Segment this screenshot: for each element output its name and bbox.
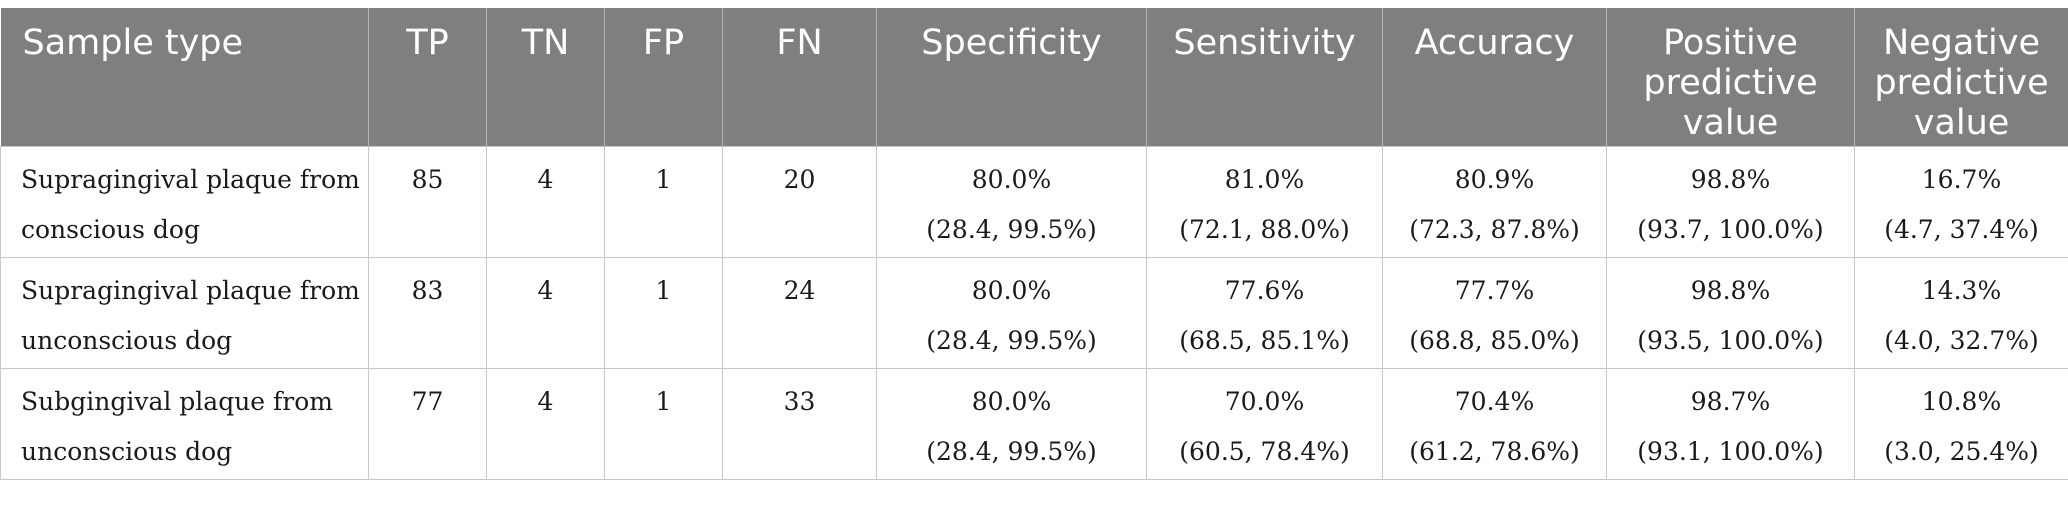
cell-npv: 10.8% (3.0, 25.4%) xyxy=(1854,368,2068,480)
header-fp: FP xyxy=(604,8,723,147)
cell-sample-type: Supragingival plaque from unconscious do… xyxy=(0,257,369,369)
cell-accuracy: 77.7% (68.8, 85.0%) xyxy=(1382,257,1607,369)
cell-value: 16.7% xyxy=(1921,165,2002,194)
table-header: Sample type TP TN FP FN Specificity Sens… xyxy=(0,8,2068,147)
cell-ci: (3.0, 25.4%) xyxy=(1884,437,2039,466)
cell-fn: 33 xyxy=(722,368,877,480)
cell-accuracy: 80.9% (72.3, 87.8%) xyxy=(1382,146,1607,258)
cell-tp: 85 xyxy=(368,146,487,258)
cell-value: 80.0% xyxy=(971,165,1052,194)
cell-ci: (93.5, 100.0%) xyxy=(1637,326,1824,355)
cell-value: 80.0% xyxy=(971,276,1052,305)
cell-tp: 77 xyxy=(368,368,487,480)
cell-specificity: 80.0% (28.4, 99.5%) xyxy=(876,257,1147,369)
cell-value: 80.9% xyxy=(1454,165,1535,194)
cell-value: 80.0% xyxy=(971,387,1052,416)
cell-ci: (28.4, 99.5%) xyxy=(926,437,1097,466)
cell-text: Supragingival plaque from xyxy=(21,165,360,194)
cell-ci: (60.5, 78.4%) xyxy=(1179,437,1350,466)
cell-fn: 20 xyxy=(722,146,877,258)
header-negative-predictive-value: Negative predictive value xyxy=(1854,8,2068,147)
cell-text: unconscious dog xyxy=(21,437,233,466)
header-positive-predictive-value: Positive predictive value xyxy=(1606,8,1855,147)
header-accuracy: Accuracy xyxy=(1382,8,1607,147)
header-fn: FN xyxy=(722,8,877,147)
cell-ci: (28.4, 99.5%) xyxy=(926,326,1097,355)
cell-tn: 4 xyxy=(486,257,605,369)
cell-ppv: 98.8% (93.5, 100.0%) xyxy=(1606,257,1855,369)
cell-value: 14.3% xyxy=(1921,276,2002,305)
cell-ci: (4.7, 37.4%) xyxy=(1884,215,2039,244)
cell-ci: (68.5, 85.1%) xyxy=(1179,326,1350,355)
cell-tn: 4 xyxy=(486,368,605,480)
cell-text: unconscious dog xyxy=(21,326,233,355)
cell-value: 70.0% xyxy=(1224,387,1305,416)
cell-ci: (4.0, 32.7%) xyxy=(1884,326,2039,355)
cell-tp: 83 xyxy=(368,257,487,369)
cell-sensitivity: 77.6% (68.5, 85.1%) xyxy=(1146,257,1383,369)
cell-sensitivity: 70.0% (60.5, 78.4%) xyxy=(1146,368,1383,480)
cell-fn: 24 xyxy=(722,257,877,369)
cell-sensitivity: 81.0% (72.1, 88.0%) xyxy=(1146,146,1383,258)
cell-ci: (61.2, 78.6%) xyxy=(1409,437,1580,466)
cell-value: 98.8% xyxy=(1690,276,1771,305)
cell-ci: (72.3, 87.8%) xyxy=(1409,215,1580,244)
cell-value: 98.8% xyxy=(1690,165,1771,194)
cell-npv: 14.3% (4.0, 32.7%) xyxy=(1854,257,2068,369)
cell-npv: 16.7% (4.7, 37.4%) xyxy=(1854,146,2068,258)
cell-ci: (93.7, 100.0%) xyxy=(1637,215,1824,244)
header-tn: TN xyxy=(486,8,605,147)
header-row: Sample type TP TN FP FN Specificity Sens… xyxy=(0,8,2068,147)
cell-specificity: 80.0% (28.4, 99.5%) xyxy=(876,368,1147,480)
cell-accuracy: 70.4% (61.2, 78.6%) xyxy=(1382,368,1607,480)
table-row: Supragingival plaque from conscious dog … xyxy=(0,146,2068,258)
cell-value: 98.7% xyxy=(1690,387,1771,416)
cell-ci: (68.8, 85.0%) xyxy=(1409,326,1580,355)
cell-tn: 4 xyxy=(486,146,605,258)
cell-value: 10.8% xyxy=(1921,387,2002,416)
cell-sample-type: Supragingival plaque from conscious dog xyxy=(0,146,369,258)
cell-sample-type: Subgingival plaque from unconscious dog xyxy=(0,368,369,480)
table-row: Supragingival plaque from unconscious do… xyxy=(0,257,2068,369)
cell-ppv: 98.7% (93.1, 100.0%) xyxy=(1606,368,1855,480)
header-sensitivity: Sensitivity xyxy=(1146,8,1383,147)
cell-specificity: 80.0% (28.4, 99.5%) xyxy=(876,146,1147,258)
cell-fp: 1 xyxy=(604,146,723,258)
results-table: Sample type TP TN FP FN Specificity Sens… xyxy=(0,8,2068,480)
cell-ci: (72.1, 88.0%) xyxy=(1179,215,1350,244)
cell-text: Supragingival plaque from xyxy=(21,276,360,305)
header-sample-type: Sample type xyxy=(0,8,369,147)
cell-value: 70.4% xyxy=(1454,387,1535,416)
cell-text: conscious dog xyxy=(21,215,200,244)
cell-value: 81.0% xyxy=(1224,165,1305,194)
cell-text: Subgingival plaque from xyxy=(21,387,334,416)
table-row: Subgingival plaque from unconscious dog … xyxy=(0,368,2068,480)
table-body: Supragingival plaque from conscious dog … xyxy=(0,146,2068,480)
cell-ci: (28.4, 99.5%) xyxy=(926,215,1097,244)
cell-ppv: 98.8% (93.7, 100.0%) xyxy=(1606,146,1855,258)
cell-value: 77.7% xyxy=(1454,276,1535,305)
header-tp: TP xyxy=(368,8,487,147)
header-specificity: Specificity xyxy=(876,8,1147,147)
cell-ci: (93.1, 100.0%) xyxy=(1637,437,1824,466)
cell-value: 77.6% xyxy=(1224,276,1305,305)
cell-fp: 1 xyxy=(604,257,723,369)
cell-fp: 1 xyxy=(604,368,723,480)
